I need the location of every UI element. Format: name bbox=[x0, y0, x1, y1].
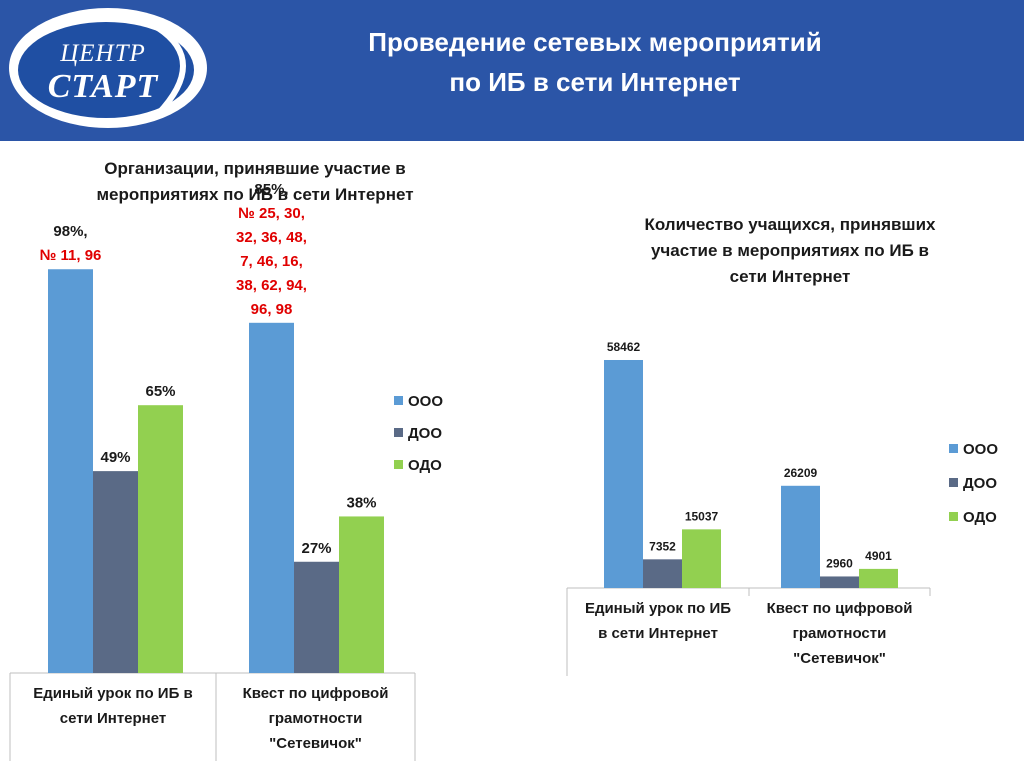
chart-1-title-line-2: мероприятиях по ИБ в сети Интернет bbox=[96, 185, 414, 204]
chart-2-category-label: "Сетевичок" bbox=[793, 650, 886, 667]
chart-1-annotation-line: 96, 98 bbox=[251, 301, 293, 318]
chart-2-legend-label: ДОО bbox=[963, 475, 997, 492]
chart-2-legend-swatch bbox=[949, 478, 958, 487]
chart-2-data-label: 4901 bbox=[865, 549, 892, 563]
chart-1-data-label: 85%, bbox=[254, 181, 288, 198]
chart-2-title-line-3: сети Интернет bbox=[729, 267, 851, 286]
logo-main-text: СТАРТ bbox=[47, 68, 159, 105]
chart-2-category-label: Единый урок по ИБ bbox=[585, 600, 731, 617]
logo-top-text: ЦЕНТР bbox=[60, 40, 146, 67]
chart-1-annotation-line: № 25, 30, bbox=[238, 205, 305, 222]
chart-1-bar-ooo-cat-2 bbox=[249, 322, 294, 673]
chart-1-data-label: 98%, bbox=[53, 223, 87, 240]
chart-2-data-label: 2960 bbox=[826, 556, 853, 570]
chart-1-title: Организации, принявшие участие в меропри… bbox=[40, 156, 470, 208]
chart-2-data-label: 7352 bbox=[649, 539, 676, 553]
chart-2-bar-odo-cat-1 bbox=[682, 529, 721, 588]
chart-2-title-line-2: участие в мероприятиях по ИБ в bbox=[650, 241, 930, 260]
chart-1-legend-label: ДОО bbox=[408, 425, 442, 442]
chart-2-bar-doo-cat-1 bbox=[643, 559, 682, 588]
chart-1-category-label: Единый урок по ИБ в bbox=[33, 685, 193, 702]
chart-1-category-label: сети Интернет bbox=[60, 710, 166, 727]
chart-1-legend-swatch bbox=[394, 460, 403, 469]
chart-1-category-label: "Сетевичок" bbox=[269, 735, 362, 752]
chart-1-bar-odo-cat-1 bbox=[138, 405, 183, 673]
chart-2-legend-swatch bbox=[949, 444, 958, 453]
chart-1-legend-label: ООО bbox=[408, 393, 443, 410]
chart-1-bar-odo-cat-2 bbox=[339, 516, 384, 673]
chart-1-bar-ooo-cat-1 bbox=[48, 269, 93, 673]
chart-1-annotation-line: № 11, 96 bbox=[40, 247, 102, 264]
chart-2-bar-doo-cat-2 bbox=[820, 576, 859, 588]
chart-1-legend-swatch bbox=[394, 396, 403, 405]
logo-ellipse-icon bbox=[9, 8, 207, 128]
chart-2-bar-odo-cat-2 bbox=[859, 568, 898, 588]
chart-1-data-label: 65% bbox=[145, 383, 175, 400]
chart-2-legend-swatch bbox=[949, 512, 958, 521]
chart-1-data-label: 27% bbox=[301, 540, 331, 557]
chart-1-title-line-1: Организации, принявшие участие в bbox=[104, 159, 406, 178]
chart-1-annotation-line: 38, 62, 94, bbox=[236, 277, 307, 294]
page-title: Проведение сетевых мероприятий по ИБ в с… bbox=[290, 22, 900, 102]
chart-1-category-label: грамотности bbox=[269, 710, 363, 727]
chart-2-legend-label: ООО bbox=[963, 441, 998, 458]
chart-1-annotation-line: 32, 36, 48, bbox=[236, 229, 307, 246]
chart-2-legend-label: ОДО bbox=[963, 509, 997, 526]
header-banner: ЦЕНТР СТАРТ Проведение сетевых мероприят… bbox=[0, 0, 1024, 141]
chart-2-bar-ooo-cat-2 bbox=[781, 485, 820, 588]
chart-1-bar-doo-cat-1 bbox=[93, 471, 138, 673]
chart-2-title-line-1: Количество учащихся, принявших bbox=[644, 215, 936, 234]
chart-2-category-label: Квест по цифровой bbox=[767, 600, 913, 617]
page-title-line-2: по ИБ в сети Интернет bbox=[449, 67, 741, 97]
chart-1-category-label: Квест по цифровой bbox=[243, 685, 389, 702]
chart-2-data-label: 58462 bbox=[607, 340, 641, 354]
chart-2-data-label: 15037 bbox=[685, 509, 719, 523]
chart-2-data-label: 26209 bbox=[784, 466, 818, 480]
logo: ЦЕНТР СТАРТ bbox=[8, 6, 213, 131]
chart-2-bar-ooo-cat-1 bbox=[604, 359, 643, 588]
chart-2-category-label: в сети Интернет bbox=[598, 625, 718, 642]
chart-2-title: Количество учащихся, принявших участие в… bbox=[600, 212, 980, 290]
chart-1-legend-swatch bbox=[394, 428, 403, 437]
chart-1-data-label: 49% bbox=[100, 449, 130, 466]
chart-1-annotation-line: 7, 46, 16, bbox=[240, 253, 303, 270]
chart-1-legend-label: ОДО bbox=[408, 457, 442, 474]
chart-1-data-label: 38% bbox=[346, 494, 376, 511]
page-title-line-1: Проведение сетевых мероприятий bbox=[368, 27, 822, 57]
chart-2-category-label: грамотности bbox=[793, 625, 887, 642]
chart-1-bar-doo-cat-2 bbox=[294, 561, 339, 673]
